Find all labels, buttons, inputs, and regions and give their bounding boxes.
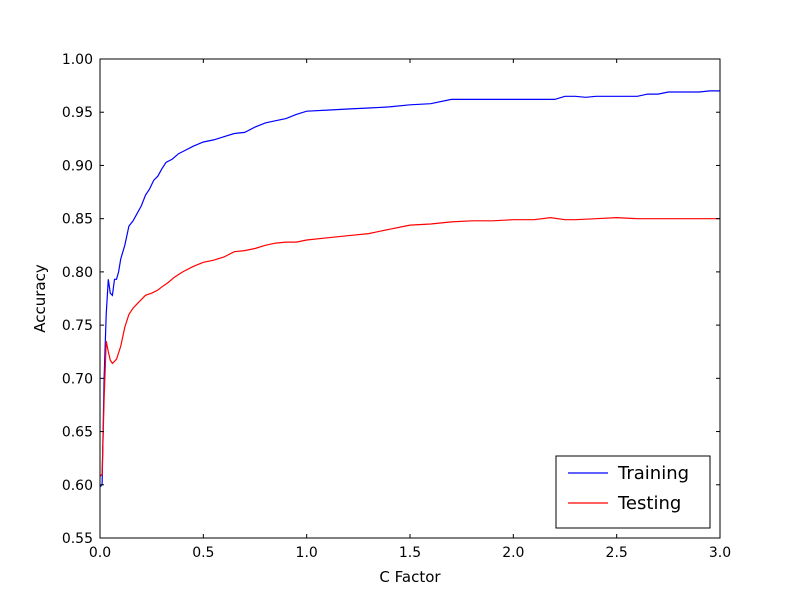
x-tick-label: 2.5: [606, 545, 628, 561]
y-tick-label: 1.00: [62, 52, 93, 68]
x-axis-ticks: 0.0 0.5 1.0 1.5 2.0 2.5 3.0: [89, 59, 731, 561]
legend-box: [555, 455, 711, 529]
x-tick-label: 3.0: [709, 545, 731, 561]
y-tick-label: 0.65: [62, 425, 93, 441]
legend: Training Testing: [555, 455, 711, 529]
y-tick-label: 0.75: [62, 318, 93, 334]
y-tick-label: 0.55: [62, 531, 93, 547]
y-tick-label: 0.95: [62, 105, 93, 121]
series-layer: [99, 90, 720, 488]
legend-label-testing: Testing: [617, 493, 681, 514]
x-tick-label: 2.0: [502, 545, 524, 561]
y-tick-label: 0.80: [62, 265, 93, 281]
x-tick-label: 1.0: [296, 545, 318, 561]
y-tick-label: 0.85: [62, 212, 93, 228]
y-tick-label: 0.70: [62, 371, 93, 387]
y-axis-ticks: 0.55 0.60 0.65 0.70 0.75 0.80 0.85 0.90 0.95 1.00: [62, 52, 720, 547]
x-tick-label: 1.5: [399, 545, 421, 561]
x-tick-label: 0.5: [192, 545, 214, 561]
y-axis-label: Accuracy: [31, 264, 49, 333]
series-line-training: [99, 90, 720, 488]
x-tick-label: 0.0: [89, 545, 111, 561]
y-tick-label: 0.90: [62, 158, 93, 174]
series-line-testing: [99, 216, 720, 477]
y-tick-label: 0.60: [62, 478, 93, 494]
x-axis-label: C Factor: [379, 568, 441, 586]
legend-label-training: Training: [617, 463, 689, 484]
